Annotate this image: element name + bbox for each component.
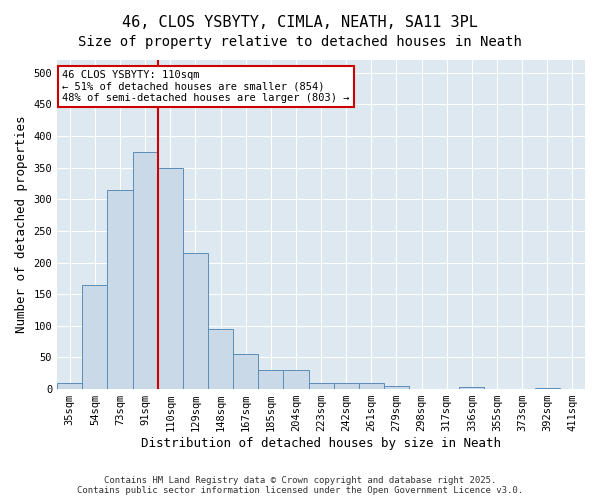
- Text: 46, CLOS YSBYTY, CIMLA, NEATH, SA11 3PL: 46, CLOS YSBYTY, CIMLA, NEATH, SA11 3PL: [122, 15, 478, 30]
- Y-axis label: Number of detached properties: Number of detached properties: [15, 116, 28, 334]
- Bar: [183, 253, 208, 389]
- Bar: [308, 383, 334, 389]
- Bar: [107, 190, 133, 389]
- Bar: [208, 329, 233, 389]
- Bar: [258, 370, 283, 389]
- Text: 46 CLOS YSBYTY: 110sqm
← 51% of detached houses are smaller (854)
48% of semi-de: 46 CLOS YSBYTY: 110sqm ← 51% of detached…: [62, 70, 350, 103]
- Bar: [233, 354, 258, 389]
- Bar: [334, 383, 359, 389]
- Bar: [133, 152, 158, 389]
- Text: Contains HM Land Registry data © Crown copyright and database right 2025.
Contai: Contains HM Land Registry data © Crown c…: [77, 476, 523, 495]
- Bar: [359, 383, 384, 389]
- Bar: [384, 386, 409, 389]
- Bar: [57, 383, 82, 389]
- Bar: [283, 370, 308, 389]
- X-axis label: Distribution of detached houses by size in Neath: Distribution of detached houses by size …: [141, 437, 501, 450]
- Bar: [82, 284, 107, 389]
- Bar: [535, 388, 560, 389]
- Text: Size of property relative to detached houses in Neath: Size of property relative to detached ho…: [78, 35, 522, 49]
- Bar: [460, 387, 484, 389]
- Bar: [158, 168, 183, 389]
